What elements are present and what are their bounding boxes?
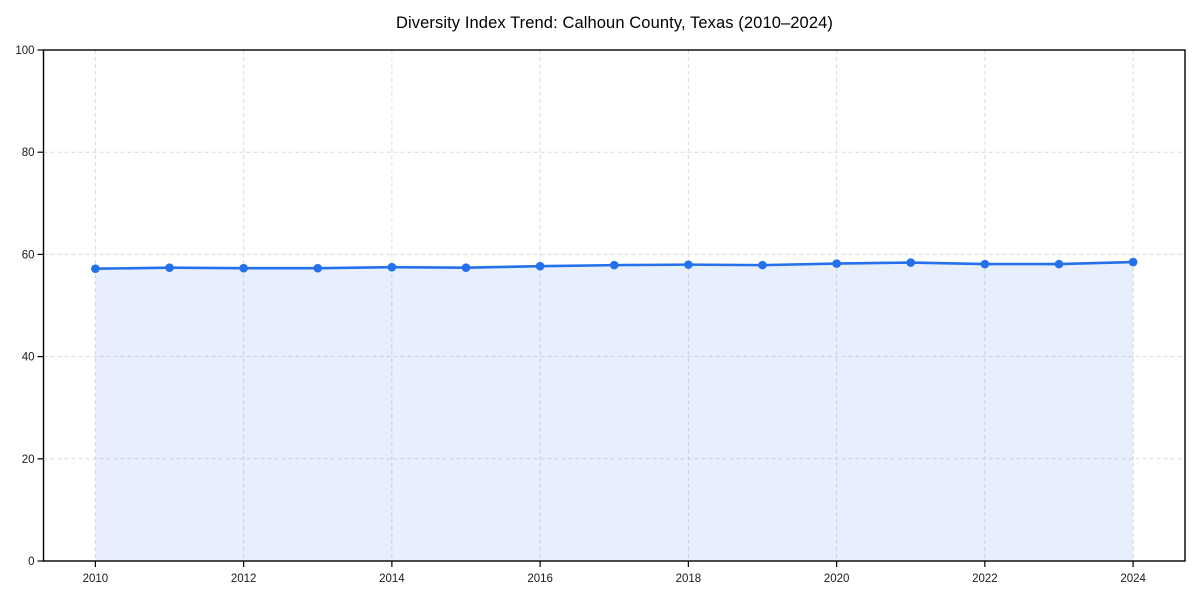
data-point-marker: [684, 260, 693, 269]
data-point-marker: [91, 264, 100, 274]
data-point-marker: [239, 263, 248, 273]
x-tick-label: 2020: [824, 573, 850, 585]
data-point-marker: [535, 261, 545, 271]
data-point-marker: [980, 259, 990, 269]
data-point-marker: [461, 263, 471, 272]
x-tick-label: 2010: [83, 573, 109, 585]
data-point-marker: [609, 260, 619, 270]
data-point-marker: [758, 260, 767, 270]
y-tick-label: 60: [22, 249, 35, 261]
plot-spines: [42, 49, 1186, 562]
x-tick-label: 2016: [527, 573, 553, 585]
y-tick-label: 40: [22, 352, 35, 364]
data-point-marker: [1128, 257, 1138, 267]
data-point-marker: [165, 263, 174, 272]
x-tick-label: 2024: [1120, 573, 1146, 585]
y-tick-label: 20: [22, 454, 35, 466]
chart-title: Diversity Index Trend: Calhoun County, T…: [396, 14, 833, 32]
y-tick-label: 100: [15, 45, 34, 57]
x-tick-label: 2022: [972, 573, 998, 585]
y-tick-label: 0: [28, 556, 34, 568]
data-point-marker: [313, 263, 323, 273]
data-point-marker: [1054, 259, 1064, 269]
data-point-marker: [906, 258, 916, 267]
data-point-marker: [832, 259, 841, 268]
x-tick-label: 2018: [676, 573, 702, 585]
x-tick-label: 2014: [379, 573, 405, 585]
series-area-fill: [95, 262, 1134, 561]
x-tick-label: 2012: [231, 573, 257, 585]
y-tick-label: 80: [22, 147, 35, 159]
data-point-marker: [387, 262, 397, 272]
